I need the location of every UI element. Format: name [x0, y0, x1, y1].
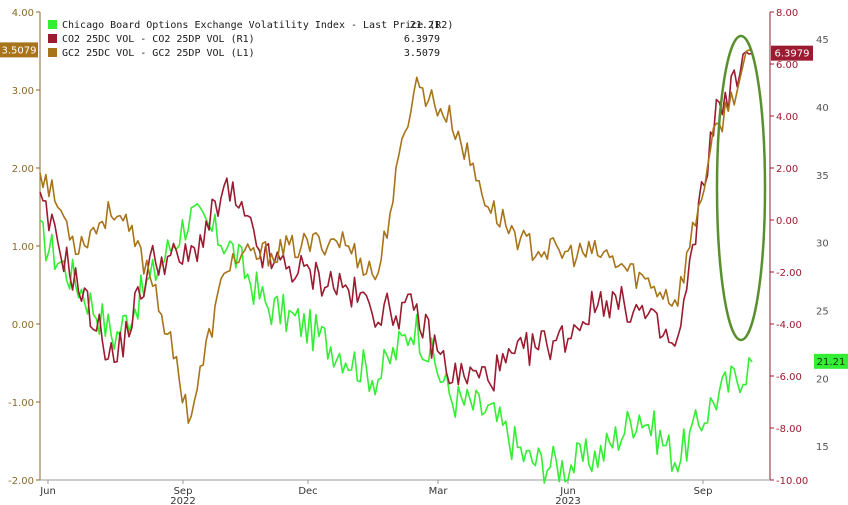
right1-tick-label: -6.00: [776, 372, 802, 383]
x-year-label: 2023: [555, 496, 580, 505]
left-tick-label: -2.00: [8, 476, 34, 487]
legend-swatch: [48, 20, 57, 29]
right1-tick-label: 6.00: [776, 60, 798, 71]
left-tick-label: 0.00: [12, 320, 34, 331]
right1-tick-label: 2.00: [776, 164, 798, 175]
x-tick-label: Mar: [429, 486, 449, 497]
x-tick-label: Jun: [559, 486, 576, 497]
legend: Chicago Board Options Exchange Volatilit…: [44, 16, 453, 72]
x-tick-label: Jun: [39, 486, 56, 497]
left-tick-label: 4.00: [12, 8, 34, 19]
legend-swatch: [48, 48, 57, 57]
left-tick-label: 3.00: [12, 86, 34, 97]
legend-value: 21.21: [410, 20, 440, 31]
right1-tick-label: -2.00: [776, 268, 802, 279]
series-line: [39, 49, 753, 424]
legend-value: 3.5079: [404, 48, 440, 59]
left-tick-label: 2.00: [12, 164, 34, 175]
right2-tick-label: 15: [816, 442, 829, 453]
annotation-layer: [715, 34, 767, 342]
right1-tick-label: 8.00: [776, 8, 798, 19]
right2-tick-label: 40: [816, 103, 829, 114]
series-layer: [39, 49, 753, 484]
right2-tick-label: 20: [816, 374, 829, 385]
x-tick-label: Sep: [174, 486, 193, 497]
badge-layer: 3.5079 6.3979 21.21: [0, 42, 848, 369]
right1-tick-label: 0.00: [776, 216, 798, 227]
x-tick-label: Sep: [694, 486, 713, 497]
legend-label: GC2 25DC VOL - GC2 25DP VOL (L1): [62, 48, 255, 59]
legend-label: CO2 25DC VOL - CO2 25DP VOL (R1): [62, 34, 255, 45]
left-tick-label: 1.00: [12, 242, 34, 253]
right2-tick-label: 45: [816, 35, 829, 46]
legend-label: Chicago Board Options Exchange Volatilit…: [62, 20, 453, 31]
legend-background: [44, 16, 444, 72]
right1-tick-label: -8.00: [776, 424, 802, 435]
axes-layer: 4.00 3.00 2.00 1.00 0.00 -1.00 -2.00 8.00 6.00 4.…: [8, 8, 829, 505]
right-value-badge-vix-text: 21.21: [817, 357, 846, 368]
left-value-badge: [0, 42, 38, 58]
legend-value: 6.3979: [404, 34, 440, 45]
right-value-badge-vix: [814, 353, 848, 369]
right1-tick-label: -10.00: [776, 476, 808, 487]
series-line: [39, 203, 753, 484]
right-value-badge-co2: [771, 45, 813, 61]
right2-tick-label: 25: [816, 306, 829, 317]
right-value-badge-co2-text: 6.3979: [775, 49, 810, 60]
right1-tick-label: 4.00: [776, 112, 798, 123]
series-line: [39, 51, 753, 392]
left-tick-label: -1.00: [8, 398, 34, 409]
x-tick-label: Dec: [298, 486, 317, 497]
right2-tick-label: 35: [816, 171, 829, 182]
right1-tick-label: -4.00: [776, 320, 802, 331]
legend-swatch: [48, 34, 57, 43]
highlight-ellipse: [715, 34, 767, 342]
x-year-label: 2022: [170, 496, 195, 505]
right2-tick-label: 30: [816, 239, 829, 250]
left-value-badge-text: 3.5079: [2, 45, 37, 56]
